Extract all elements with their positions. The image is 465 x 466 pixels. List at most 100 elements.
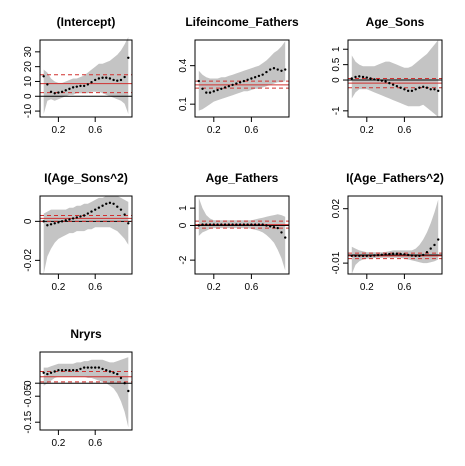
estimate-point (75, 369, 79, 372)
estimate-point (64, 369, 67, 372)
estimate-point (373, 254, 376, 257)
estimate-point (79, 215, 82, 218)
plot-frame (39, 351, 133, 431)
estimate-point (201, 223, 204, 226)
estimate-point (123, 75, 126, 79)
confidence-band (198, 197, 286, 271)
estimate-point (82, 366, 86, 369)
estimate-point (123, 382, 126, 385)
estimate-point (71, 369, 75, 372)
estimate-point (242, 223, 246, 226)
estimate-point (369, 77, 372, 80)
estimate-point (235, 82, 238, 85)
estimate-point (46, 372, 49, 376)
estimate-point (280, 69, 283, 73)
estimate-point (116, 79, 119, 82)
x-tick-label: 0.2 (51, 125, 65, 136)
x-tick-label: 0.6 (88, 438, 102, 449)
estimate-point (425, 86, 429, 89)
plot-frame (347, 195, 443, 275)
panel-title: Age_Sons (366, 15, 425, 29)
estimate-point (246, 223, 249, 226)
estimate-point (276, 68, 279, 71)
estimate-point (354, 75, 357, 79)
y-tick-label: -0.15 (23, 410, 34, 433)
estimate-point (68, 87, 71, 91)
estimate-point (108, 77, 112, 80)
estimate-point (391, 252, 395, 255)
y-tick-label: 10 (23, 75, 34, 87)
estimate-point (403, 253, 406, 256)
estimate-point (197, 224, 200, 227)
estimate-point (60, 369, 64, 372)
y-tick-label: -0.05 (23, 384, 34, 407)
estimate-point (365, 76, 368, 79)
estimate-point (57, 369, 60, 372)
estimate-point (46, 224, 49, 227)
confidence-band (43, 196, 129, 274)
y-tick-label: -0.02 (23, 249, 34, 272)
estimate-point (64, 219, 67, 222)
y-tick-label: 1 (331, 46, 342, 52)
estimate-point (384, 253, 387, 256)
estimate-point (257, 223, 261, 226)
estimate-point (261, 73, 264, 76)
estimate-point (205, 91, 208, 94)
panel-title: I(Age_Sons^2) (44, 171, 128, 185)
estimate-point (238, 81, 242, 84)
estimate-point (223, 223, 227, 226)
estimate-point (216, 88, 219, 92)
estimate-point (358, 254, 361, 258)
y-tick-label: 0 (23, 218, 34, 224)
y-tick-label: 1 (178, 205, 189, 211)
panel-6: 0.2 0.6 -0.01 0.02 I(Age_Fathers^2) (331, 171, 444, 293)
estimate-point (94, 366, 97, 369)
x-tick-label: 0.6 (88, 125, 102, 136)
y-tick-label: 0 (23, 380, 34, 386)
estimate-point (116, 372, 119, 376)
estimate-point (284, 68, 287, 71)
estimate-point (212, 90, 215, 93)
estimate-point (388, 81, 391, 85)
estimate-point (53, 222, 56, 225)
estimate-point (231, 223, 234, 226)
estimate-point (90, 210, 93, 213)
estimate-point (127, 222, 130, 225)
estimate-point (384, 80, 387, 83)
estimate-point (49, 90, 53, 94)
plot-frame (39, 195, 133, 275)
estimate-point (238, 223, 242, 226)
estimate-point (280, 231, 283, 234)
estimate-point (250, 223, 253, 226)
y-tick-label: -0.01 (331, 251, 342, 274)
estimate-point (433, 243, 436, 247)
estimate-point (437, 238, 440, 241)
estimate-point (358, 75, 361, 78)
y-tick-label: 0 (178, 222, 189, 228)
estimate-point (253, 223, 257, 226)
estimate-point (257, 74, 261, 78)
y-tick-label: -2 (178, 255, 189, 264)
plot-frame (194, 39, 290, 118)
estimate-point (414, 88, 417, 91)
estimate-point (71, 86, 75, 89)
estimate-point (227, 223, 231, 226)
estimate-point (94, 78, 97, 82)
estimate-point (369, 254, 372, 258)
estimate-point (42, 75, 45, 78)
panel-5: 0.2 0.6 -2 0 1 Age_Fathers (178, 171, 290, 293)
estimate-point (395, 252, 399, 255)
x-tick-label: 0.2 (360, 125, 374, 136)
y-tick-label: 30 (23, 46, 34, 58)
x-tick-label: 0.6 (397, 282, 411, 293)
estimate-point (220, 87, 223, 90)
x-tick-label: 0.6 (244, 282, 258, 293)
estimate-point (235, 223, 238, 226)
estimate-point (68, 369, 71, 372)
x-tick-label: 0.2 (207, 282, 221, 293)
estimate-point (42, 371, 45, 374)
estimate-point (75, 216, 79, 219)
estimate-point (380, 253, 384, 256)
estimate-point (101, 367, 104, 371)
estimate-point (246, 78, 249, 81)
